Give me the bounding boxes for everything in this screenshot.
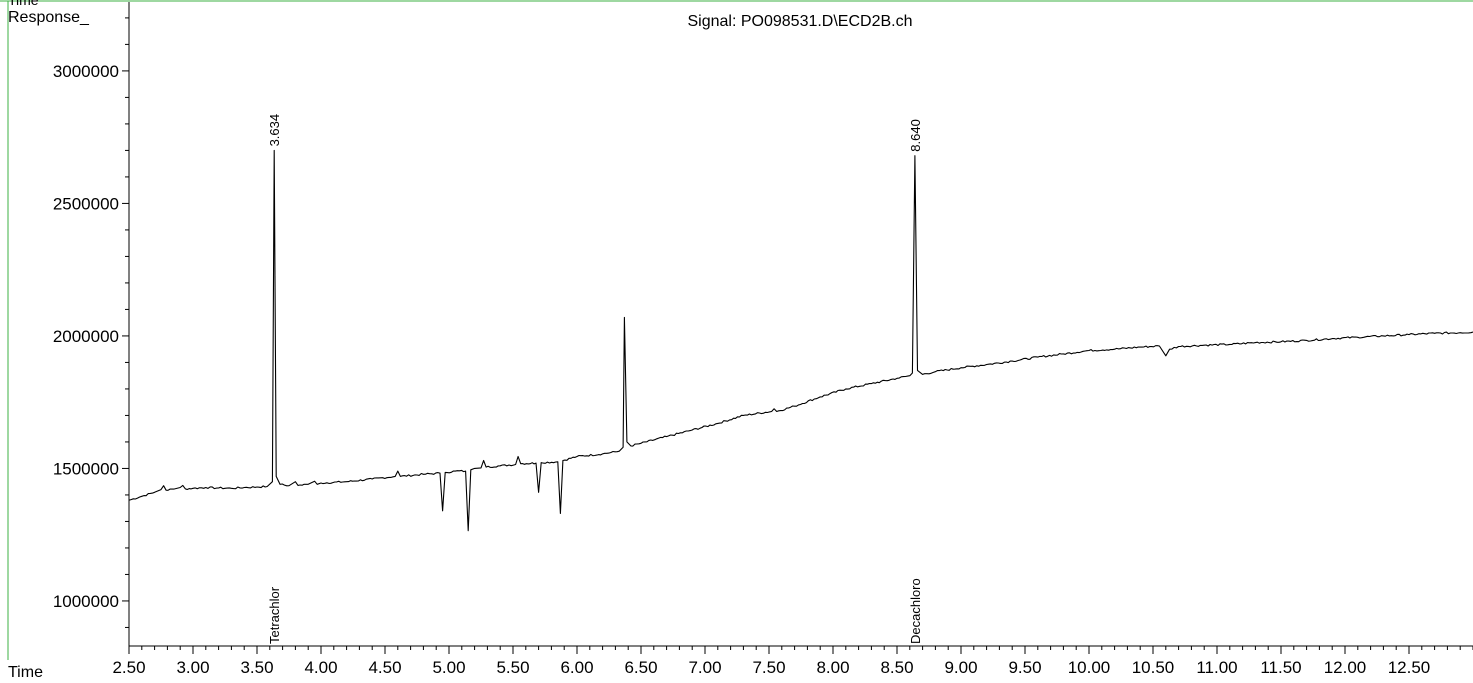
y-axis-title: Response_ <box>8 9 90 26</box>
x-tick-label: 5.50 <box>496 658 529 677</box>
x-tick-label: 11.50 <box>1260 658 1301 677</box>
x-tick-label: 3.50 <box>240 658 273 677</box>
x-axis: 2.50 3.00 3.50 4.00 4.50 5.00 5.50 6.00 6.50 7.00… <box>112 645 1473 677</box>
y-tick-label: 2500000 <box>53 194 119 213</box>
x-tick-label: 12.00 <box>1324 658 1367 677</box>
peak-labels: 3.634 8.640 <box>267 114 923 152</box>
y-axis: 1000000 1500000 2000000 2500000 3000000 <box>53 2 130 646</box>
x-tick-label: 5.00 <box>432 658 465 677</box>
signal-title: Signal: PO098531.D\ECD2B.ch <box>687 13 912 30</box>
baseline-fills <box>269 150 920 155</box>
chart-frame <box>0 0 1473 660</box>
y-tick-label: 1000000 <box>53 592 119 611</box>
peak-rt-label: 3.634 <box>267 114 282 147</box>
x-tick-label: 3.00 <box>176 658 209 677</box>
x-tick-label: 10.00 <box>1068 658 1111 677</box>
x-tick-label: 2.50 <box>112 658 145 677</box>
x-tick-label: 9.00 <box>944 658 977 677</box>
y-tick-label: 2000000 <box>53 327 119 346</box>
x-tick-label: 10.50 <box>1132 658 1175 677</box>
x-tick-label: 7.00 <box>688 658 721 677</box>
x-tick-label: 8.00 <box>816 658 849 677</box>
compound-name-label: Decachloro <box>908 578 923 644</box>
peak-rt-label: 8.640 <box>908 119 923 152</box>
signal-trace-group <box>128 149 1473 532</box>
x-tick-label: 12.50 <box>1388 658 1431 677</box>
x-tick-label: 7.50 <box>752 658 785 677</box>
x-tick-label: 6.00 <box>560 658 593 677</box>
x-tick-label: 4.50 <box>368 658 401 677</box>
x-tick-label: 4.00 <box>304 658 337 677</box>
y-tick-label: 1500000 <box>53 459 119 478</box>
y-tick-label: 3000000 <box>53 62 119 81</box>
x-tick-label: 9.50 <box>1008 658 1041 677</box>
x-axis-title: Time <box>8 664 43 681</box>
signal-trace <box>128 149 1473 532</box>
x-tick-label: 6.50 <box>624 658 657 677</box>
x-tick-label: 8.50 <box>880 658 913 677</box>
compound-name-label: Tetrachlor <box>267 586 282 644</box>
compound-labels: Tetrachlor Decachloro <box>267 578 923 644</box>
x-tick-label: 11.00 <box>1196 658 1237 677</box>
time-corner-label: Time <box>8 0 39 8</box>
